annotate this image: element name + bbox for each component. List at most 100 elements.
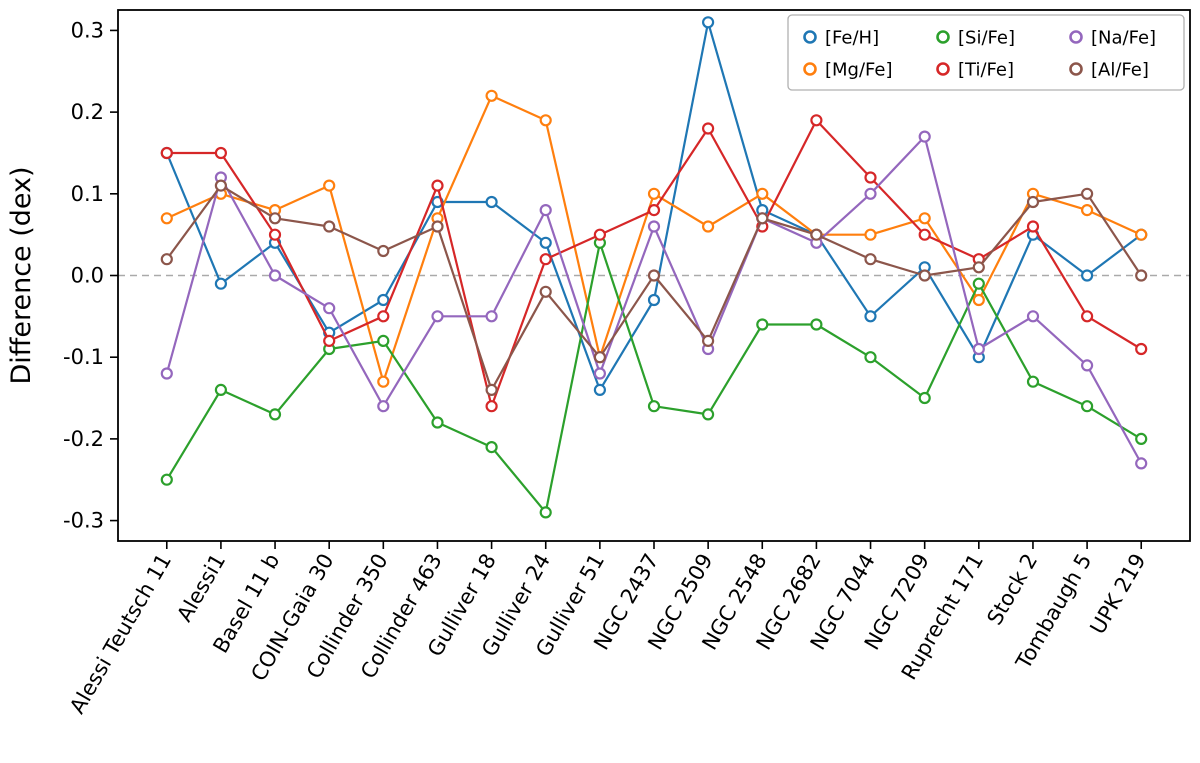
legend-marker-icon	[936, 62, 950, 76]
data-point-marker	[972, 342, 985, 356]
data-point-marker	[810, 318, 823, 331]
x-tick-label: Stock 2	[982, 550, 1042, 630]
legend-marker-icon	[936, 30, 950, 44]
data-point-marker	[214, 179, 227, 192]
data-point-marker	[756, 187, 769, 200]
data-point-marker	[810, 114, 823, 127]
data-point-marker	[972, 293, 985, 307]
data-point-marker	[1080, 310, 1094, 323]
data-point-marker	[647, 293, 661, 307]
x-tick-label: Alessi1	[172, 550, 230, 626]
axes-spines	[117, 9, 1191, 542]
data-point-marker	[539, 253, 552, 266]
data-point-marker	[539, 236, 552, 249]
legend-label: [Fe/H]	[825, 28, 879, 49]
y-axis: -0.3 -0.2 -0.1 0.0 0.1 0.2 0.3	[63, 18, 118, 533]
data-point-marker	[431, 179, 444, 192]
data-point-marker	[377, 293, 390, 307]
data-point-marker	[214, 146, 227, 160]
data-point-marker	[485, 383, 498, 396]
series-[Ti/Fe]	[160, 114, 1148, 413]
data-point-marker	[431, 220, 444, 233]
series-[Si/Fe]	[160, 236, 1148, 519]
data-point-marker	[1026, 310, 1040, 323]
data-point-marker	[647, 220, 661, 233]
data-point-marker	[539, 114, 552, 127]
data-point-marker	[756, 318, 769, 331]
data-point-marker	[485, 195, 498, 209]
data-point-marker	[756, 212, 769, 225]
data-point-marker	[647, 269, 661, 282]
data-point-marker	[1080, 187, 1094, 200]
data-point-marker	[160, 146, 173, 160]
data-point-marker	[377, 375, 390, 388]
data-point-marker	[431, 310, 444, 323]
legend-item-[Mg/Fe]: [Mg/Fe]	[803, 60, 893, 81]
data-point-marker	[593, 383, 607, 396]
data-point-marker	[1026, 195, 1040, 209]
data-point-marker	[539, 506, 552, 519]
data-point-marker	[323, 220, 336, 233]
data-point-marker	[864, 310, 877, 323]
data-point-marker	[160, 473, 173, 486]
legend-marker-icon	[1069, 62, 1083, 76]
legend-label: [Al/Fe]	[1091, 60, 1149, 81]
data-point-marker	[323, 302, 336, 315]
data-point-marker	[864, 187, 877, 200]
legend-marker-icon	[803, 30, 817, 44]
y-tick-label: 0.1	[71, 182, 104, 206]
data-point-marker	[864, 228, 877, 241]
y-tick-label: -0.3	[63, 509, 104, 533]
y-axis-label: Difference (dex)	[6, 166, 37, 384]
data-point-marker	[377, 310, 390, 323]
legend-label: [Na/Fe]	[1091, 28, 1156, 49]
data-point-marker	[323, 179, 336, 192]
data-point-marker	[323, 334, 336, 347]
data-point-marker	[160, 253, 173, 266]
data-point-marker	[1026, 375, 1040, 388]
data-point-marker	[864, 253, 877, 266]
data-point-marker	[268, 408, 282, 421]
data-point-marker	[268, 212, 282, 225]
x-tick-label: Alessi Teutsch 11	[65, 550, 176, 718]
data-point-marker	[485, 310, 498, 323]
data-point-marker	[1080, 400, 1094, 413]
y-tick-label: 0.3	[71, 18, 104, 42]
data-point-marker	[972, 261, 985, 274]
data-point-marker	[485, 441, 498, 454]
data-point-marker	[918, 228, 931, 241]
data-point-marker	[431, 416, 444, 429]
legend-item-[Fe/H]: [Fe/H]	[803, 28, 879, 49]
data-point-marker	[268, 228, 282, 241]
data-point-marker	[1080, 269, 1094, 282]
data-point-marker	[701, 408, 715, 421]
legend-item-[Si/Fe]: [Si/Fe]	[936, 28, 1015, 49]
data-point-marker	[647, 400, 661, 413]
data-point-marker	[647, 187, 661, 200]
data-point-marker	[701, 220, 715, 233]
data-point-marker	[160, 367, 173, 380]
data-point-marker	[485, 89, 498, 102]
data-point-marker	[593, 351, 607, 364]
legend-item-[Ti/Fe]: [Ti/Fe]	[936, 60, 1014, 81]
data-point-marker	[214, 277, 227, 290]
legend-marker-icon	[803, 62, 817, 76]
legend-label: [Mg/Fe]	[825, 60, 893, 81]
data-point-marker	[864, 171, 877, 184]
data-point-marker	[377, 334, 390, 347]
data-point-marker	[214, 383, 227, 396]
legend: [Fe/H] [Mg/Fe] [Si/Fe] [Ti/Fe] [Na/Fe] [Al/Fe…	[787, 14, 1185, 91]
legend-item-[Na/Fe]: [Na/Fe]	[1069, 28, 1156, 49]
data-point-marker	[593, 367, 607, 380]
data-point-marker	[701, 16, 715, 29]
data-point-marker	[593, 228, 607, 241]
y-tick-label: -0.2	[63, 427, 104, 451]
data-point-marker	[160, 212, 173, 225]
data-point-marker	[918, 212, 931, 225]
series-[Al/Fe]	[160, 179, 1148, 396]
data-point-marker	[1135, 342, 1148, 356]
y-tick-label: 0.0	[71, 264, 104, 288]
